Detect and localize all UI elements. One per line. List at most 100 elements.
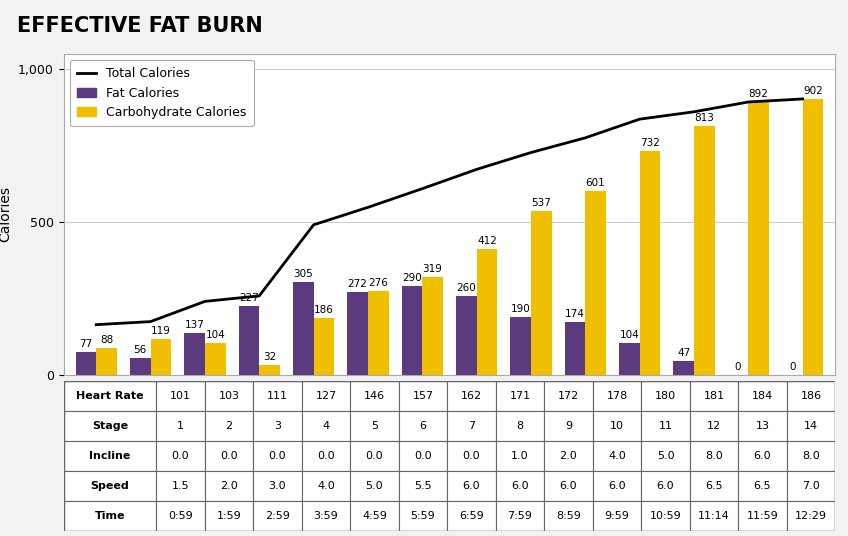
Bar xyxy=(619,344,639,375)
Text: 319: 319 xyxy=(422,264,443,274)
Text: 1.5: 1.5 xyxy=(171,481,189,490)
Bar xyxy=(156,441,204,471)
Bar xyxy=(641,441,689,471)
Text: 6.0: 6.0 xyxy=(608,481,626,490)
Bar xyxy=(350,471,399,501)
Bar xyxy=(673,361,694,375)
Bar xyxy=(399,381,447,411)
Text: 732: 732 xyxy=(640,138,660,148)
Bar xyxy=(447,411,496,441)
Text: 101: 101 xyxy=(170,391,191,400)
Bar xyxy=(254,381,302,411)
Bar xyxy=(739,381,787,411)
Bar xyxy=(204,411,254,441)
Bar xyxy=(496,501,544,531)
Text: 4.0: 4.0 xyxy=(608,451,626,460)
Text: 3: 3 xyxy=(274,421,281,430)
Bar xyxy=(641,411,689,441)
Text: 162: 162 xyxy=(461,391,482,400)
Text: EFFECTIVE FAT BURN: EFFECTIVE FAT BURN xyxy=(17,16,263,36)
Bar xyxy=(64,381,156,411)
Text: 6.0: 6.0 xyxy=(511,481,529,490)
Bar xyxy=(787,501,835,531)
Text: 0:59: 0:59 xyxy=(168,511,192,520)
Text: 4.0: 4.0 xyxy=(317,481,335,490)
Bar xyxy=(496,381,544,411)
Bar xyxy=(238,306,259,375)
Bar xyxy=(422,278,443,375)
Bar xyxy=(544,441,593,471)
Bar xyxy=(477,249,497,375)
Bar xyxy=(151,339,171,375)
Text: 9: 9 xyxy=(565,421,572,430)
Text: 6.0: 6.0 xyxy=(754,451,772,460)
Text: 305: 305 xyxy=(293,269,313,279)
Text: 1.0: 1.0 xyxy=(511,451,529,460)
Bar xyxy=(302,501,350,531)
Text: 1:59: 1:59 xyxy=(216,511,242,520)
Text: 8.0: 8.0 xyxy=(802,451,820,460)
Text: 119: 119 xyxy=(151,326,170,336)
Text: 0.0: 0.0 xyxy=(414,451,432,460)
Text: 6.0: 6.0 xyxy=(656,481,674,490)
Bar xyxy=(641,381,689,411)
Bar xyxy=(447,501,496,531)
Text: 3.0: 3.0 xyxy=(269,481,287,490)
Text: 5: 5 xyxy=(371,421,378,430)
Text: 8.0: 8.0 xyxy=(706,451,722,460)
Bar xyxy=(254,471,302,501)
Bar xyxy=(739,501,787,531)
Bar xyxy=(64,411,156,441)
Bar xyxy=(64,471,156,501)
Text: 10:59: 10:59 xyxy=(650,511,682,520)
Bar xyxy=(302,471,350,501)
Bar xyxy=(739,471,787,501)
Bar xyxy=(531,211,551,375)
Y-axis label: Calories: Calories xyxy=(0,187,13,242)
Text: 178: 178 xyxy=(606,391,628,400)
Text: 181: 181 xyxy=(704,391,724,400)
Text: 11: 11 xyxy=(659,421,672,430)
Text: 0: 0 xyxy=(789,362,795,372)
Bar xyxy=(350,501,399,531)
Text: 2.0: 2.0 xyxy=(560,451,577,460)
Text: 412: 412 xyxy=(477,236,497,246)
Bar xyxy=(787,411,835,441)
Text: 186: 186 xyxy=(801,391,822,400)
Text: 0.0: 0.0 xyxy=(171,451,189,460)
Bar xyxy=(639,151,661,375)
Bar xyxy=(544,411,593,441)
Text: 290: 290 xyxy=(402,273,421,284)
Bar xyxy=(156,501,204,531)
Text: 12:29: 12:29 xyxy=(795,511,827,520)
Text: 4:59: 4:59 xyxy=(362,511,387,520)
Bar xyxy=(456,295,477,375)
Bar xyxy=(585,191,606,375)
Bar xyxy=(689,441,739,471)
Text: Stage: Stage xyxy=(92,421,128,430)
Text: 111: 111 xyxy=(267,391,288,400)
Bar xyxy=(204,501,254,531)
Bar xyxy=(350,381,399,411)
Text: 190: 190 xyxy=(510,304,531,314)
Bar xyxy=(184,333,205,375)
Bar xyxy=(544,381,593,411)
Text: 2:59: 2:59 xyxy=(265,511,290,520)
Text: 0.0: 0.0 xyxy=(365,451,383,460)
Text: 6.0: 6.0 xyxy=(560,481,577,490)
Bar xyxy=(348,292,368,375)
Bar xyxy=(787,381,835,411)
Bar xyxy=(302,381,350,411)
Bar xyxy=(641,501,689,531)
Bar xyxy=(739,411,787,441)
Text: Speed: Speed xyxy=(91,481,129,490)
Text: 104: 104 xyxy=(619,330,639,340)
Bar xyxy=(254,441,302,471)
Bar xyxy=(302,411,350,441)
Bar xyxy=(803,99,823,375)
Text: 174: 174 xyxy=(565,309,585,319)
Text: 8:59: 8:59 xyxy=(556,511,581,520)
Text: 6: 6 xyxy=(420,421,427,430)
Text: 157: 157 xyxy=(412,391,433,400)
Bar xyxy=(205,344,226,375)
